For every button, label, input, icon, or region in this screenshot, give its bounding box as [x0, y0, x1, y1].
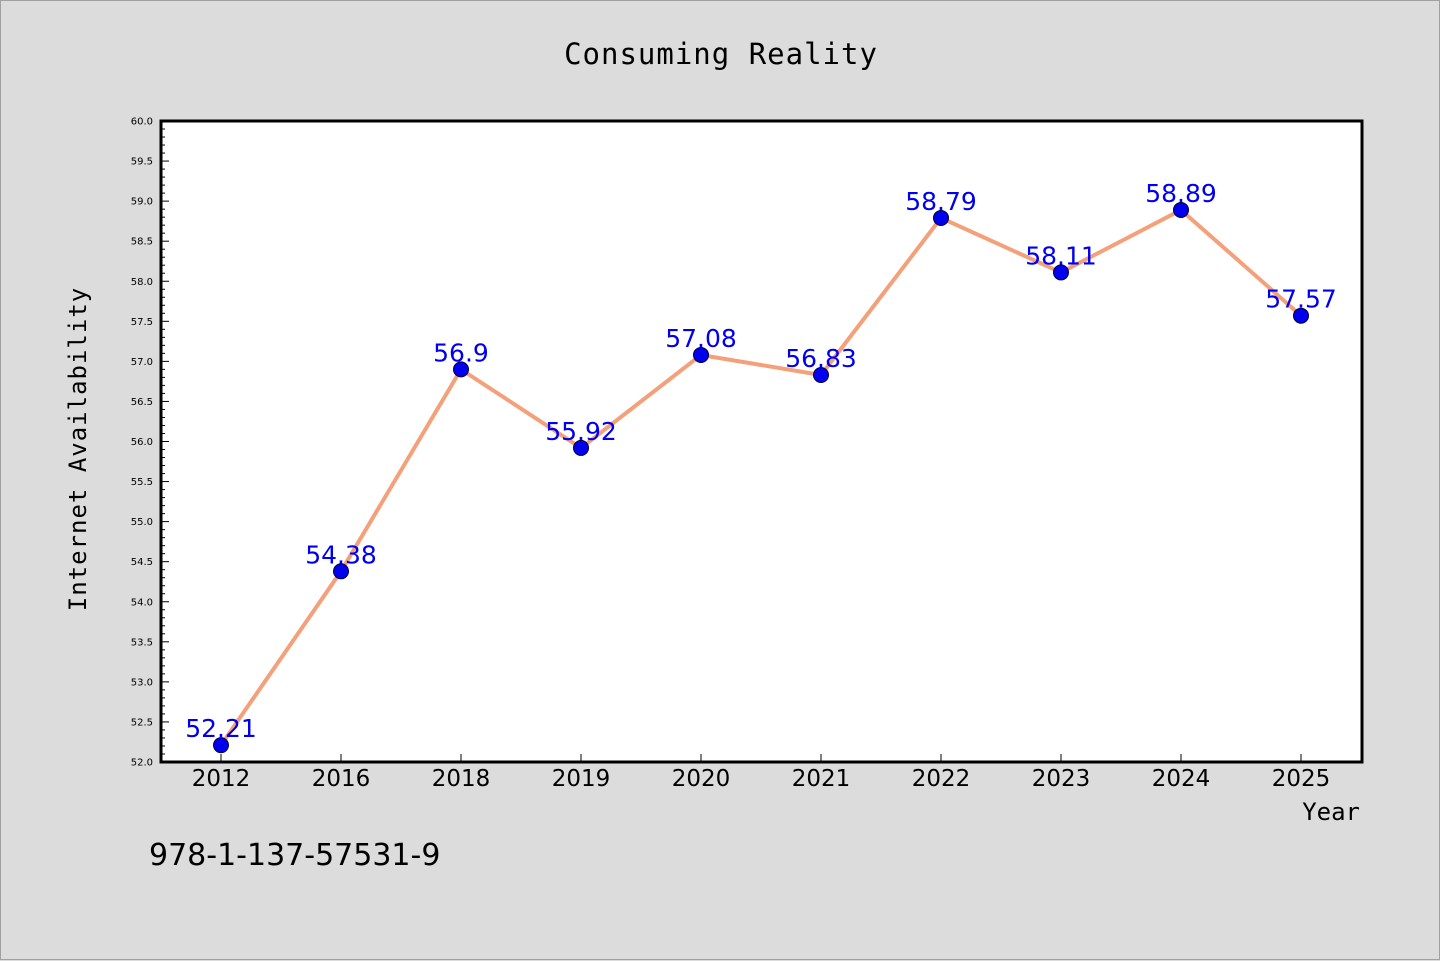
- x-axis-ticks: 2012 2016 2018 2019 2020 2021 2022 2023 2024 2025: [192, 754, 1331, 792]
- y-tick-label: 54.5: [131, 557, 153, 568]
- data-label: 57.08: [665, 324, 737, 353]
- series-line: [219, 207, 1303, 747]
- x-tick-label: 2018: [432, 766, 491, 792]
- footnote-isbn: 978-1-137-57531-9: [149, 838, 440, 873]
- data-point: [1053, 264, 1069, 281]
- y-tick-label: 59.0: [131, 197, 153, 208]
- y-axis-label: Internet Availability: [64, 287, 92, 611]
- x-tick-label: 2022: [912, 766, 971, 792]
- y-tick-label: 53.0: [131, 677, 153, 688]
- y-tick-label: 52.5: [131, 717, 153, 728]
- plot-frame: [159, 119, 1364, 764]
- x-tick-label: 2021: [792, 766, 851, 792]
- y-tick-label: 58.5: [131, 237, 153, 248]
- y-tick-label: 59.5: [131, 157, 153, 168]
- data-point: [693, 346, 709, 363]
- data-label: 52.21: [185, 714, 257, 743]
- data-label: 55.92: [545, 417, 617, 446]
- series-markers: [213, 201, 1309, 754]
- y-tick-label: 54.0: [131, 597, 153, 608]
- x-tick-label: 2023: [1032, 766, 1091, 792]
- y-tick-label: 53.5: [131, 637, 153, 648]
- data-point: [213, 737, 229, 754]
- data-point: [333, 563, 349, 580]
- y-tick-label: 60.0: [131, 117, 153, 128]
- x-tick-label: 2019: [552, 766, 611, 792]
- chart-title: Consuming Reality: [564, 37, 878, 71]
- y-tick-label: 57.5: [131, 317, 153, 328]
- y-tick-label: 52.0: [131, 758, 153, 769]
- data-point: [1293, 307, 1309, 324]
- data-label: 57.57: [1265, 285, 1337, 314]
- data-label: 54.38: [305, 540, 377, 569]
- data-label: 56.83: [785, 344, 857, 373]
- data-point: [933, 209, 949, 226]
- y-tick-label: 56.5: [131, 397, 153, 408]
- plot-area: [161, 121, 1362, 762]
- x-tick-label: 2024: [1152, 766, 1211, 792]
- x-axis-label: Year: [1302, 798, 1360, 826]
- x-tick-label: 2016: [312, 766, 371, 792]
- data-label: 58.79: [905, 187, 977, 216]
- data-label: 56.9: [433, 338, 489, 367]
- data-point: [573, 439, 589, 456]
- data-label: 58.89: [1145, 179, 1217, 208]
- x-tick-label: 2025: [1272, 766, 1331, 792]
- data-point: [1173, 201, 1189, 218]
- y-tick-label: 58.0: [131, 277, 153, 288]
- x-tick-label: 2020: [672, 766, 731, 792]
- y-axis-ticks: 52.0 52.5 53.0 53.5 54.0 54.5 55.0 55.5 56.0 56.5…: [131, 117, 169, 769]
- data-labels: 52.21 54.38 56.9 55.92 57.08 56.83 58.79 58.11 5…: [185, 179, 1337, 743]
- y-tick-label: 55.0: [131, 517, 153, 528]
- y-tick-label: 55.5: [131, 477, 153, 488]
- y-tick-label: 57.0: [131, 357, 153, 368]
- data-label: 58.11: [1025, 241, 1097, 270]
- data-point: [453, 361, 469, 378]
- data-point: [813, 366, 829, 383]
- y-tick-label: 56.0: [131, 437, 153, 448]
- series-line-layer: [219, 207, 1303, 747]
- x-tick-label: 2012: [192, 766, 251, 792]
